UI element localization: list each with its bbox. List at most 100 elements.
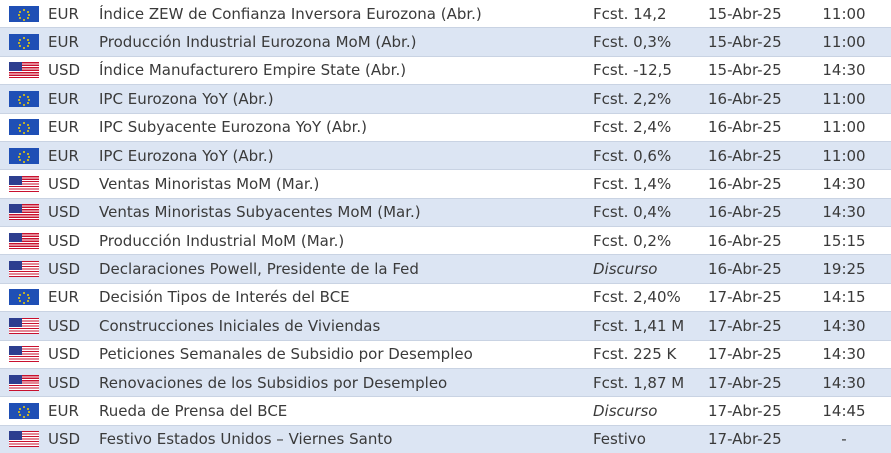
time: 14:30 [822,174,866,193]
event-name: Construcciones Iniciales de Viviendas [99,316,381,335]
event-name: Festivo Estados Unidos – Viernes Santo [99,430,393,449]
date: 16-Abr-25 [708,174,782,193]
forecast: Fcst. 0,4% [593,203,672,222]
time: 14:30 [822,345,866,364]
date: 15-Abr-25 [708,61,782,80]
time: 11:00 [822,4,866,23]
time: 14:30 [822,316,866,335]
flag-icon [9,119,39,136]
flag-icon [9,317,39,334]
currency: USD [48,260,81,279]
flag-icon [9,90,39,107]
date: 16-Abr-25 [708,146,782,165]
currency: EUR [48,118,79,137]
time: 19:25 [822,260,866,279]
forecast: Fcst. 0,2% [593,231,672,250]
forecast: Discurso [593,401,658,420]
date: 16-Abr-25 [708,203,782,222]
flag-icon [9,204,39,221]
time: 15:15 [822,231,866,250]
event-name: Renovaciones de los Subsidios por Desemp… [99,373,448,392]
flag-icon [9,5,39,22]
event-name: Índice Manufacturero Empire State (Abr.) [99,61,407,80]
event-name: Decisión Tipos de Interés del BCE [99,288,350,307]
date: 17-Abr-25 [708,288,782,307]
table-row: USD Construcciones Iniciales de Viviendas… [0,312,891,341]
flag-icon [9,261,39,278]
currency: EUR [48,89,79,108]
table-row: USD Declaraciones Powell, Presidente de l… [0,255,891,284]
table-row: EUR IPC Eurozona YoY (Abr.) Fcst. 0,6% 16-A… [0,141,891,171]
table-row: EUR Producción Industrial Eurozona MoM (A… [0,28,891,57]
currency: EUR [48,288,79,307]
forecast: Fcst. 1,41 M [593,316,685,335]
forecast: Fcst. 1,87 M [593,373,685,392]
event-name: Producción Industrial Eurozona MoM (Abr.… [99,33,417,52]
date: 15-Abr-25 [708,33,782,52]
flag-icon [9,62,39,79]
currency: USD [48,373,81,392]
flag-icon [9,402,39,419]
currency: EUR [48,146,79,165]
currency: EUR [48,33,79,52]
event-name: Declaraciones Powell, Presidente de la F… [99,260,419,279]
date: 16-Abr-25 [708,260,782,279]
forecast: Fcst. 14,2 [593,4,667,23]
time: 14:30 [822,203,866,222]
date: 17-Abr-25 [708,345,782,364]
forecast: Discurso [593,260,658,279]
forecast: Fcst. -12,5 [593,61,672,80]
flag-icon [9,431,39,448]
time: 11:00 [822,146,866,165]
currency: USD [48,61,81,80]
table-row: USD Producción Industrial MoM (Mar.) Fcst.… [0,227,891,256]
time: 11:00 [822,89,866,108]
event-name: Producción Industrial MoM (Mar.) [99,231,345,250]
table-row: USD Festivo Estados Unidos – Viernes Sant… [0,425,891,453]
table-row: USD Índice Manufacturero Empire State (Ab… [0,57,891,86]
table-row: USD Ventas Minoristas MoM (Mar.) Fcst. 1,4… [0,170,891,199]
currency: USD [48,316,81,335]
flag-icon [9,175,39,192]
date: 16-Abr-25 [708,89,782,108]
event-name: Ventas Minoristas Subyacentes MoM (Mar.) [99,203,421,222]
date: 17-Abr-25 [708,430,782,449]
flag-icon [9,289,39,306]
currency: EUR [48,4,79,23]
table-row: USD Peticiones Semanales de Subsidio por … [0,341,891,369]
event-name: Índice ZEW de Confianza Inversora Eurozo… [99,4,482,23]
date: 17-Abr-25 [708,401,782,420]
time: 14:15 [822,288,866,307]
table-row: EUR Rueda de Prensa del BCE Discurso 17-Abr… [0,397,891,426]
currency: USD [48,231,81,250]
event-name: IPC Eurozona YoY (Abr.) [99,146,274,165]
time: 14:30 [822,373,866,392]
flag-icon [9,232,39,249]
forecast: Fcst. 0,6% [593,146,672,165]
forecast: Fcst. 2,2% [593,89,672,108]
currency: USD [48,174,81,193]
currency: USD [48,430,81,449]
currency: EUR [48,401,79,420]
table-row: EUR IPC Subyacente Eurozona YoY (Abr.) Fcs… [0,114,891,142]
event-name: Peticiones Semanales de Subsidio por Des… [99,345,473,364]
time: 14:30 [822,61,866,80]
table-row: USD Renovaciones de los Subsidios por Des… [0,368,891,398]
event-name: Ventas Minoristas MoM (Mar.) [99,174,320,193]
event-name: IPC Subyacente Eurozona YoY (Abr.) [99,118,368,137]
table-row: EUR Índice ZEW de Confianza Inversora Eur… [0,0,891,29]
forecast: Fcst. 2,40% [593,288,681,307]
time: 11:00 [822,118,866,137]
forecast: Fcst. 2,4% [593,118,672,137]
time: 14:45 [822,401,866,420]
forecast: Fcst. 225 K [593,345,677,364]
date: 17-Abr-25 [708,316,782,335]
flag-icon [9,346,39,363]
time: - [841,430,847,449]
currency: USD [48,203,81,222]
date: 16-Abr-25 [708,231,782,250]
forecast: Fcst. 1,4% [593,174,672,193]
date: 17-Abr-25 [708,373,782,392]
forecast: Festivo [593,430,646,449]
